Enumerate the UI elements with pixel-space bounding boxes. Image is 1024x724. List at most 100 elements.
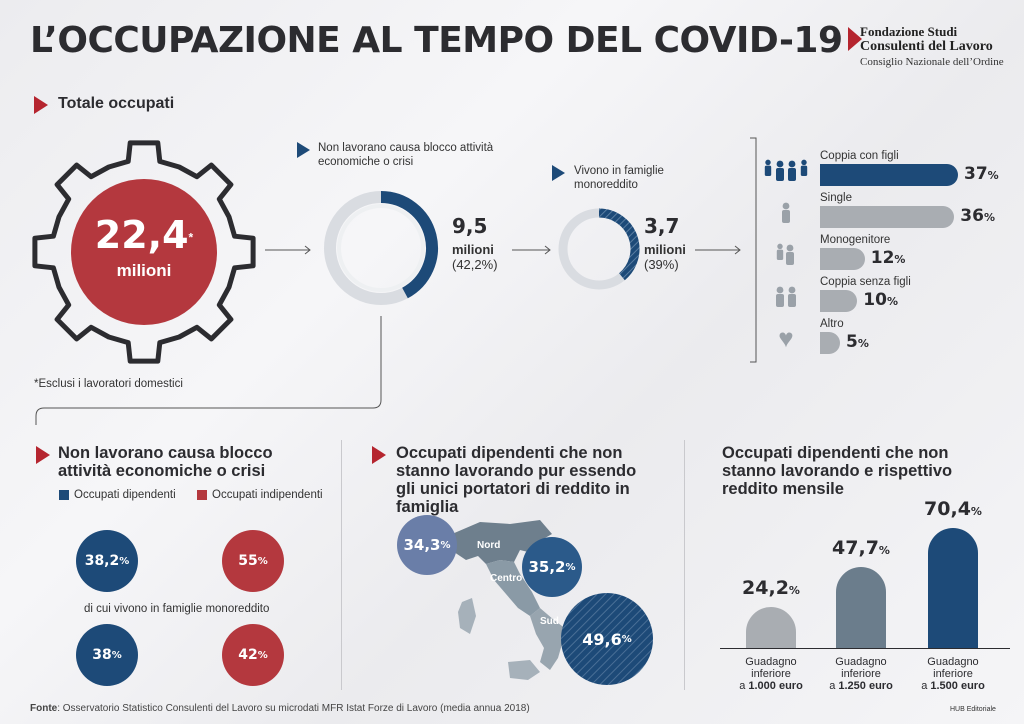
heart-icon: ♥ [778,323,794,353]
map-section-title: Occupati dipendenti che non stanno lavor… [396,444,637,516]
mono-ring-arc [598,208,640,281]
map-sud [530,608,582,670]
family-icon [760,156,812,184]
monoreddito-sublabel: di cui vivono in famiglie monoreddito [84,603,270,615]
value-dipendenti-1: 38,2 [84,553,120,569]
legend-dipendenti: Occupati dipendenti [74,489,176,501]
bubble-sud [561,593,653,685]
value-sud: 49,6 [582,629,622,649]
page-title: L’OCCUPAZIONE AL TEMPO DEL COVID-19 [30,20,843,61]
divider-2 [684,440,685,690]
total-unit: milioni [116,261,172,280]
total-circle: 22,4* milioni [71,179,217,325]
label-nord: Nord [477,540,501,551]
income-label: Guadagno inferiore a 1.250 euro [829,656,893,692]
footer-source: Fonte: Osservatorio Statistico Consulent… [30,703,530,714]
blocco-label: Non lavorano causa blocco attività econo… [318,142,494,168]
family-bar [820,290,858,312]
mono-value: 3,7 [644,214,680,238]
value-nord: 34,3 [403,536,441,554]
bubble-centro [522,537,582,597]
family-bar [820,248,865,270]
footer-source-label: Fonte [30,703,58,714]
bubble-nord [397,515,457,575]
income-bar [746,606,796,648]
mono-unit: milioni [644,242,686,257]
circle-dipendenti-1: 38,2% [76,530,138,592]
italy-map [397,515,653,685]
family-value: 10% [863,290,898,310]
mono-ring [558,208,640,290]
family-label: Coppia senza figli [820,276,911,288]
logo-line-2: Consulenti del Lavoro [860,39,993,54]
family-value: 12% [870,248,906,268]
mono-marker [552,165,565,181]
bubble-sud-value: 49,6% [582,629,632,649]
gear-icon [32,140,256,364]
income-bar [928,528,978,648]
family-label: Altro [820,318,844,330]
map-centro [486,560,540,616]
map-sicilia [508,660,540,680]
blocco-ring-arc [380,191,438,299]
total-note: *Esclusi i lavoratori domestici [34,378,183,390]
blocco-value: 9,5 [452,214,488,238]
bubble-centro-value: 35,2% [528,558,576,576]
label-sud: Sud [540,616,559,627]
circle-indipendenti-1: 55% [222,530,284,592]
mono-pct: (39%) [644,257,679,272]
family-label: Monogenitore [820,234,891,246]
person-icon [760,198,812,226]
family-value: 5% [846,332,869,352]
divider-1 [341,440,342,690]
income-value: 47,7% [832,536,890,559]
income-section-title: Occupati dipendenti che non stanno lavor… [722,444,953,498]
blocco-section-title: Non lavorano causa blocco attività econo… [58,444,273,480]
legend-indipendenti-swatch [197,490,207,500]
income-label: Guadagno inferiore a 1.000 euro [739,656,803,692]
total-value: 22,4 [94,213,189,257]
gear-outline [32,140,256,364]
family-bar [820,206,955,228]
blocco-section-marker [36,446,50,464]
income-value: 70,4% [924,498,982,520]
income-label: Guadagno inferiore a 1.500 euro [921,656,985,692]
value-indipendenti-2: 42 [238,647,258,663]
value-indipendenti-1: 55 [238,553,258,569]
logo-line-1: Fondazione Studi [860,24,958,39]
logo-mark [848,27,862,51]
mono-label: Vivono in famiglie monoreddito [574,165,664,191]
family-value: 36% [960,206,995,226]
blocco-ring-inner [337,204,425,292]
family-label: Single [820,192,852,204]
family-value: 37% [964,164,999,184]
blocco-pct: (42,2%) [452,257,498,272]
income-value: 24,2% [742,576,800,599]
blocco-marker [297,142,310,158]
blocco-ring [324,191,438,305]
value-centro: 35,2 [528,558,566,576]
section-marker [34,96,48,114]
map-section-marker [372,446,386,464]
family-bar [820,164,958,186]
map-sardegna [458,598,476,634]
label-centro: Centro [490,573,523,584]
footer-credit: HUB Editoriale [950,706,996,713]
circle-indipendenti-2: 42% [222,624,284,686]
couple-icon [760,282,812,310]
map-nord [452,520,552,564]
bubble-nord-value: 34,3% [403,536,451,554]
family-bar [820,332,840,354]
income-baseline [720,648,1010,649]
blocco-unit: milioni [452,242,494,257]
total-asterisk: * [188,230,194,245]
value-dipendenti-2: 38 [92,647,112,663]
parent-child-icon [760,240,812,268]
footer-source-text: : Osservatorio Statistico Consulenti del… [57,703,530,714]
legend-dipendenti-swatch [59,490,69,500]
totale-heading: Totale occupati [58,95,175,112]
logo: Fondazione Studi Consulenti del Lavoro C… [848,22,1018,72]
family-label: Coppia con figli [820,150,899,162]
legend-indipendenti: Occupati indipendenti [212,489,323,501]
